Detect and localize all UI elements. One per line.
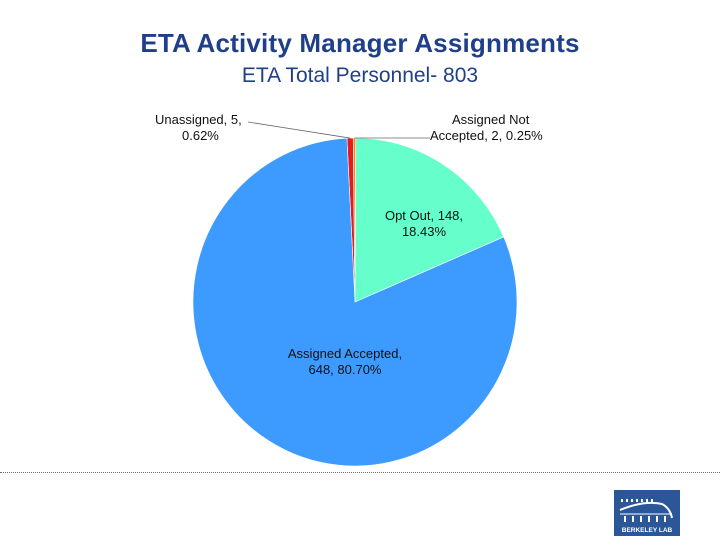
berkeley-lab-logo: BERKELEY LAB — [614, 490, 680, 536]
slice-label-opt-out: Opt Out, 148, 18.43% — [385, 208, 463, 239]
pie-slice-assigned-accepted — [192, 137, 518, 467]
leader-line-unassigned — [247, 121, 351, 139]
slice-label-assigned-not-accepted: Assigned Not Accepted, 2, 0.25% — [430, 112, 543, 143]
slice-label-assigned-accepted: Assigned Accepted, 648, 80.70% — [288, 346, 402, 377]
logo-text: BERKELEY LAB — [622, 527, 673, 534]
slice-label-line: Unassigned, 5, — [155, 112, 242, 127]
pie-slice-opt-out — [354, 137, 505, 303]
pie-chart: Unassigned, 5, 0.62% Assigned Not Accepted,… — [155, 112, 543, 467]
slice-label-line: Accepted, 2, 0.25% — [430, 128, 543, 143]
chart-title: ETA Activity Manager Assignments — [140, 28, 580, 58]
chart-subtitle: ETA Total Personnel- 803 — [241, 64, 479, 87]
slice-label-line: 18.43% — [402, 224, 447, 239]
slice-label-line: Assigned Accepted, — [288, 346, 402, 361]
slice-label-line: 648, 80.70% — [308, 362, 381, 377]
slice-label-unassigned: Unassigned, 5, 0.62% — [155, 112, 242, 143]
slice-label-line: 0.62% — [182, 128, 219, 143]
slice-label-line: Assigned Not — [452, 112, 530, 127]
footer-divider — [0, 472, 720, 473]
slice-label-line: Opt Out, 148, — [385, 208, 463, 223]
